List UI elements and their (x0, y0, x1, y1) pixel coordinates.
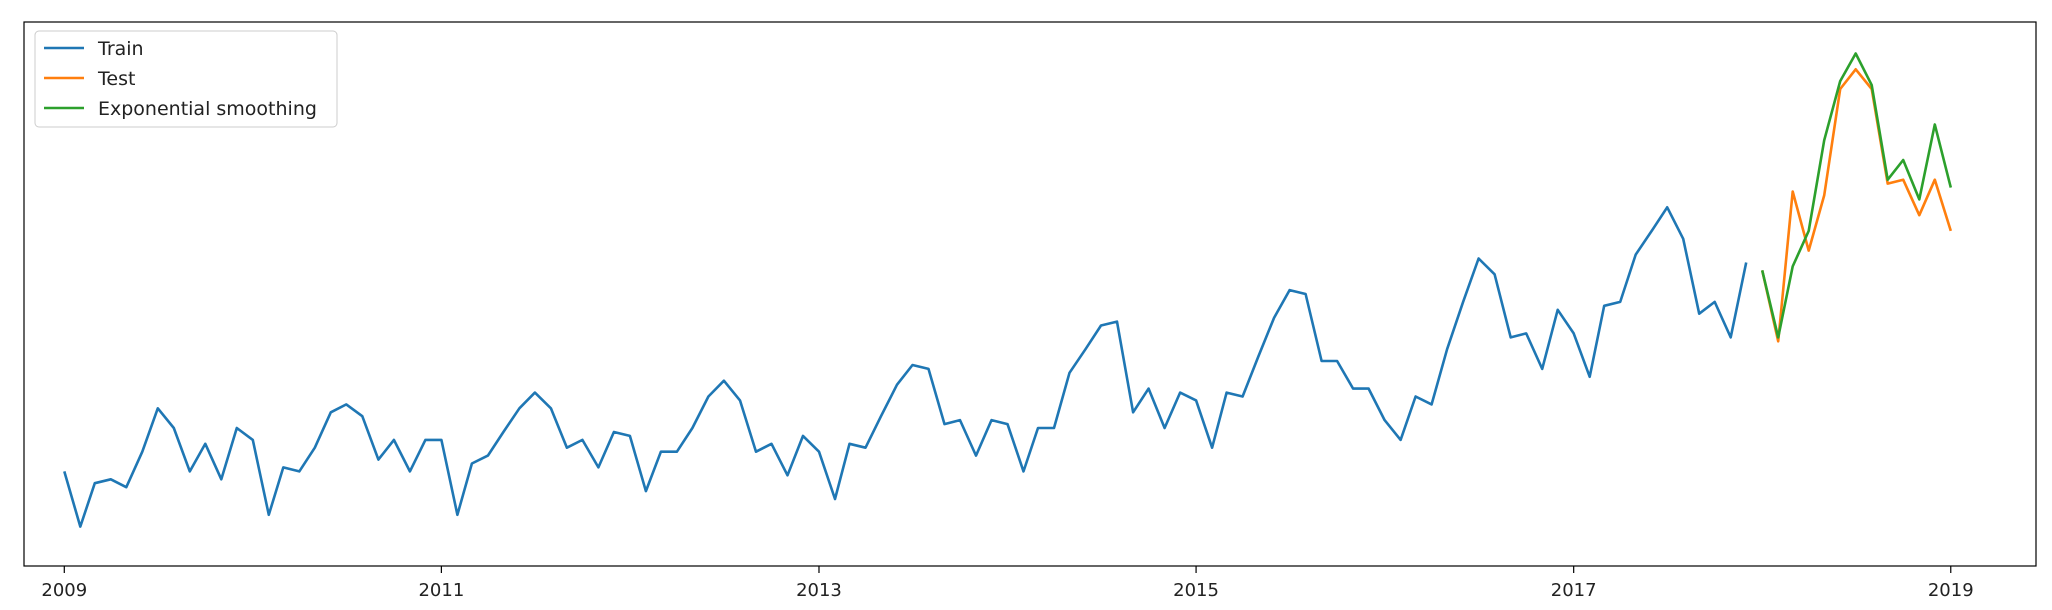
series-line-train (63, 206, 1748, 528)
x-tick-label-2009: 2009 (41, 580, 87, 601)
legend-label-exponential-smoothing: Exponential smoothing (98, 98, 317, 120)
x-axis: 2009 2011 2013 2015 2017 2019 (41, 566, 1974, 601)
series-layer (63, 52, 1953, 528)
x-tick-label-2015: 2015 (1173, 580, 1219, 601)
legend: Train Test Exponential smoothing (34, 30, 338, 128)
x-tick-label-2019: 2019 (1928, 580, 1974, 601)
series-line-test (1760, 68, 1953, 343)
legend-entry-exponential-smoothing: Exponential smoothing (44, 98, 317, 120)
legend-label-train: Train (97, 38, 144, 60)
x-tick-label-2011: 2011 (418, 580, 464, 601)
legend-box (34, 30, 338, 128)
x-tick-label-2017: 2017 (1551, 580, 1597, 601)
legend-entry-train: Train (44, 38, 144, 60)
legend-entry-test: Test (44, 68, 135, 90)
plot-area (23, 21, 2037, 567)
legend-label-test: Test (97, 68, 135, 90)
series-line-exponential-smoothing (1760, 52, 1953, 339)
x-tick-label-2013: 2013 (796, 580, 842, 601)
